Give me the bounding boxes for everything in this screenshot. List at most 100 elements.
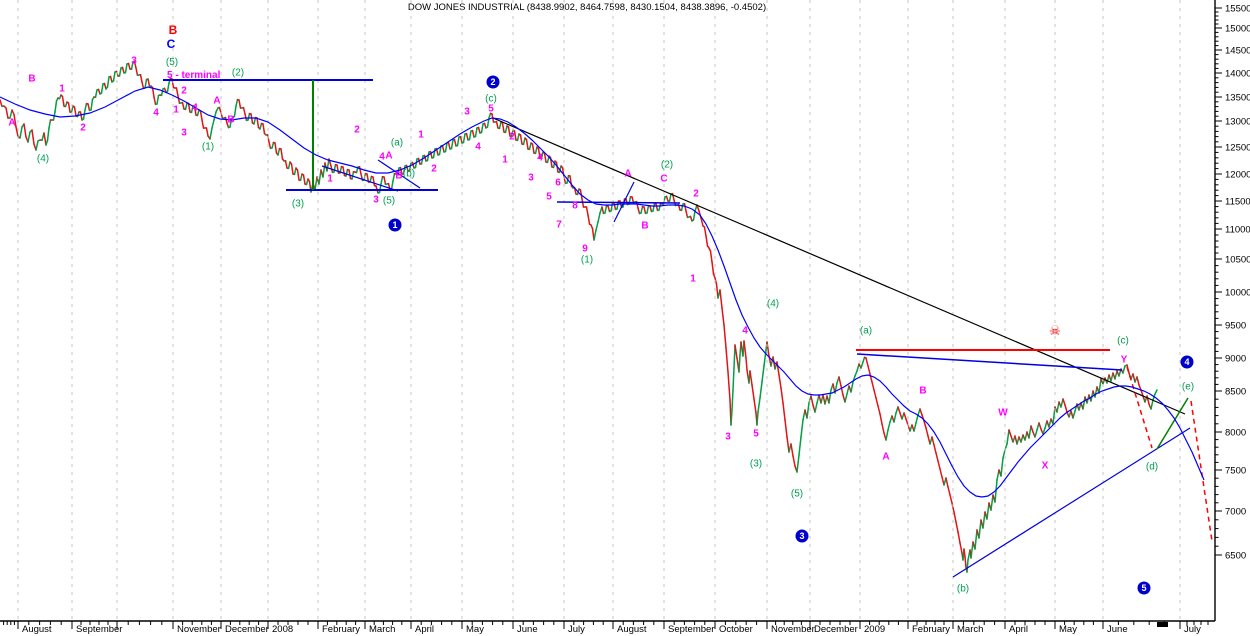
price-up-segment [1114, 370, 1118, 380]
price-down-segment [838, 376, 842, 387]
x-axis-label: December [814, 624, 858, 635]
price-up-segment [759, 381, 763, 399]
y-axis-label: 12500 [1225, 143, 1250, 154]
price-down-segment [531, 143, 535, 154]
x-axis-label: April [1009, 624, 1028, 635]
price-down-segment [187, 102, 191, 113]
price-down-segment [1132, 373, 1136, 383]
price-down-segment [776, 361, 780, 376]
price-down-segment [881, 423, 885, 434]
price-up-segment [402, 165, 406, 175]
x-axis-label: September [668, 624, 714, 635]
price-down-segment [959, 542, 963, 554]
price-up-segment [1072, 410, 1076, 419]
wave-label: 5 [488, 104, 494, 115]
price-down-segment [685, 210, 689, 219]
price-down-segment [1062, 398, 1066, 406]
price-down-segment [792, 455, 796, 467]
price-down-segment [15, 126, 19, 138]
wave-label: 1 [502, 155, 508, 166]
price-down-segment [925, 427, 929, 437]
price-down-segment [778, 374, 782, 389]
price-down-segment [723, 324, 727, 349]
price-down-segment [665, 195, 669, 202]
price-down-segment [383, 176, 387, 186]
price-down-segment [459, 135, 463, 144]
price-up-segment [112, 71, 116, 82]
price-down-segment [139, 73, 143, 83]
price-up-segment [800, 419, 804, 438]
wave-label: 2 [181, 86, 187, 97]
price-down-segment [447, 141, 451, 150]
trend-line [856, 353, 1123, 371]
circled-wave-number-text: 2 [490, 77, 495, 87]
price-down-segment [201, 119, 205, 129]
price-up-segment [498, 121, 502, 130]
y-axis-label: 14500 [1225, 46, 1250, 57]
price-down-segment [919, 408, 923, 416]
price-up-segment [763, 349, 767, 367]
price-up-segment [474, 127, 478, 138]
price-down-segment [709, 250, 713, 263]
wave-label: B [227, 115, 234, 126]
wave-label: 9 [582, 244, 588, 255]
price-up-segment [333, 163, 337, 173]
wave-label: 2 [431, 164, 437, 175]
price-up-segment [124, 63, 128, 74]
price-up-segment [90, 98, 94, 111]
price-up-segment [299, 173, 303, 182]
price-down-segment [199, 110, 203, 121]
price-up-segment [271, 141, 275, 149]
price-up-segment [540, 151, 544, 160]
wave-label: (c) [485, 94, 497, 105]
wave-label: 3 [181, 128, 187, 139]
price-down-segment [587, 214, 591, 225]
x-axis-label: August [617, 624, 647, 635]
price-down-segment [949, 494, 953, 504]
wave-label: 3 [725, 432, 731, 443]
price-down-segment [613, 202, 617, 211]
price-down-segment [342, 166, 346, 177]
wave-label: C [660, 174, 667, 185]
wave-label: (1) [581, 255, 593, 266]
trend-line [556, 201, 681, 204]
price-up-segment [761, 365, 765, 383]
price-down-segment [61, 95, 65, 107]
price-up-segment [190, 105, 194, 114]
wave-label: 3 [528, 173, 534, 184]
price-down-segment [1146, 395, 1150, 405]
y-axis-label: 11500 [1225, 197, 1250, 208]
price-down-segment [226, 122, 230, 129]
wave-label: 4 [742, 326, 748, 337]
y-axis-label: 15000 [1225, 24, 1250, 35]
trend-line [321, 165, 399, 192]
price-up-segment [828, 389, 832, 404]
price-down-segment [177, 95, 181, 105]
price-down-segment [715, 283, 719, 299]
wave-label: 1 [59, 84, 65, 95]
price-down-segment [453, 138, 457, 147]
price-down-segment [181, 101, 185, 110]
price-down-segment [513, 130, 517, 141]
price-up-segment [1094, 386, 1098, 398]
price-up-segment [314, 176, 318, 191]
price-up-segment [1028, 425, 1032, 439]
price-up-segment [156, 94, 160, 105]
trend-line [613, 181, 635, 223]
price-up-segment [893, 412, 897, 423]
price-down-segment [495, 120, 499, 129]
price-down-segment [637, 207, 641, 215]
price-down-segment [103, 82, 107, 90]
price-down-segment [810, 395, 814, 406]
wave-label: (4) [767, 299, 779, 310]
price-down-segment [655, 203, 659, 212]
wave-label: X [1042, 461, 1049, 472]
wave-label: (1) [202, 142, 214, 153]
price-down-segment [719, 289, 723, 309]
price-down-segment [725, 347, 729, 373]
price-down-segment [543, 152, 547, 163]
price-up-segment [668, 193, 672, 203]
price-down-segment [581, 198, 585, 208]
price-up-segment [990, 494, 994, 511]
